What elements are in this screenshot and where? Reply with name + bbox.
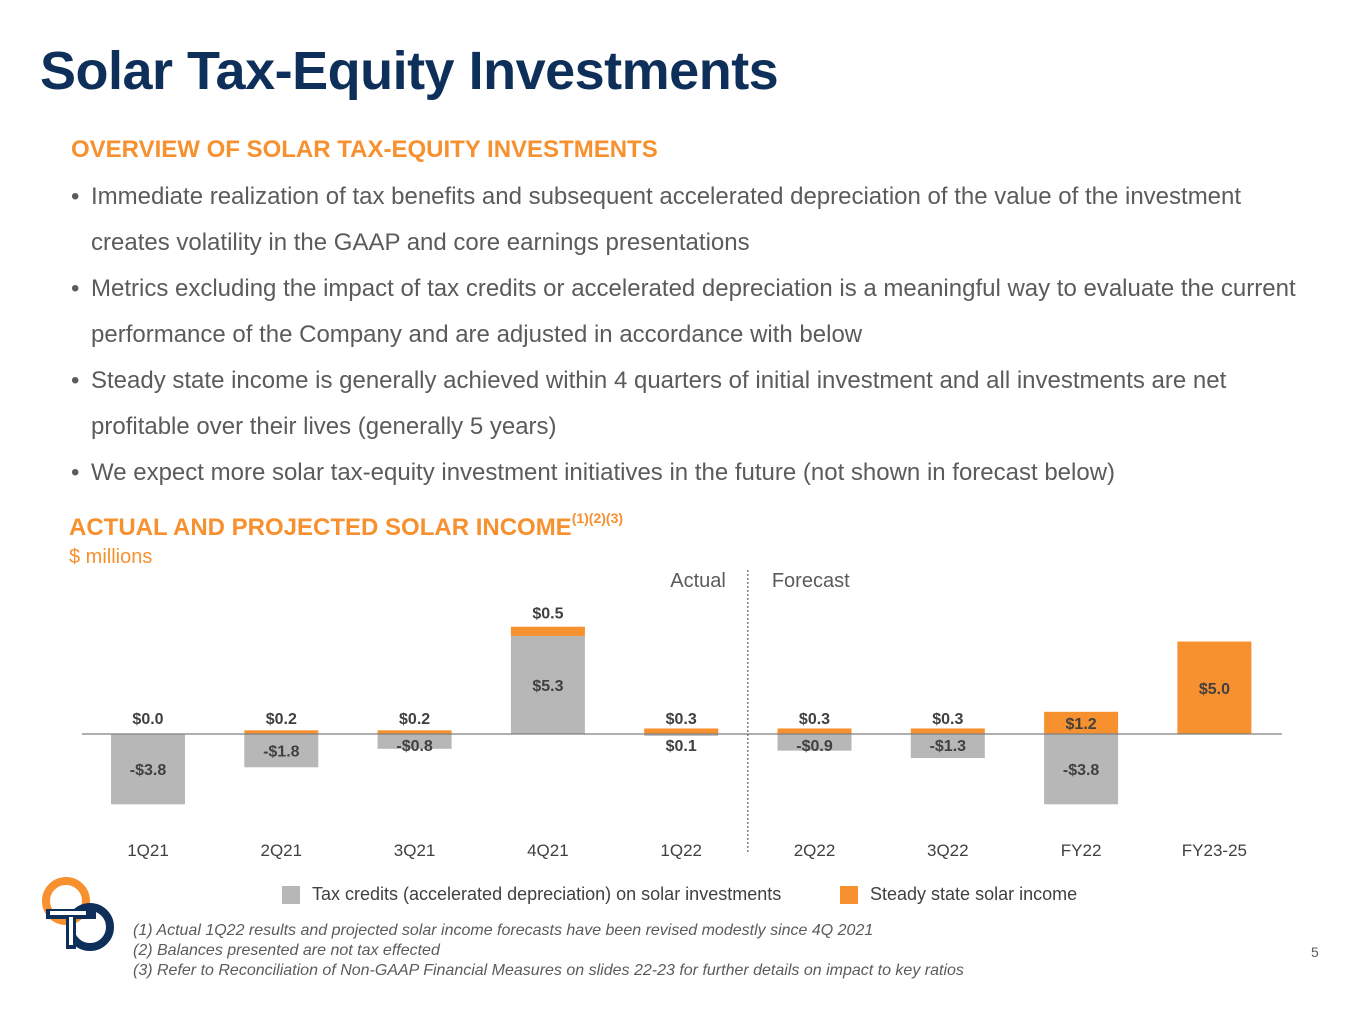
bullet-item: • We expect more solar tax-equity investm… xyxy=(71,450,1301,496)
legend-item-tax-credits: Tax credits (accelerated depreciation) o… xyxy=(282,884,781,905)
data-label-tax-credit: -$0.8 xyxy=(396,738,433,755)
data-label-tax-credit: -$3.8 xyxy=(130,762,167,779)
footnote-2: (2) Balances presented are not tax effec… xyxy=(133,942,440,959)
data-label-tax-credit: -$1.8 xyxy=(263,744,300,761)
data-label-tax-credit: -$1.3 xyxy=(930,738,967,755)
footnote-1: (1) Actual 1Q22 results and projected so… xyxy=(133,922,874,939)
chart-heading: ACTUAL AND PROJECTED SOLAR INCOME(1)(2)(… xyxy=(69,510,623,542)
x-tick-label: 3Q21 xyxy=(394,841,436,860)
bar-steady-state xyxy=(910,728,985,734)
bullet-text: Steady state income is generally achieve… xyxy=(91,367,1227,440)
bar-tax-credit xyxy=(1044,734,1119,805)
bullet-text: We expect more solar tax-equity investme… xyxy=(91,459,1116,486)
bullet-icon: • xyxy=(71,367,80,394)
solar-income-chart: $0.0 -$3.8 1Q21 $0.2 -$1.8 2Q21 $0.2 -$0.8 3Q21 $… xyxy=(82,570,1282,860)
bar-tax-credit xyxy=(644,734,719,736)
data-label-tax-credit: $0.1 xyxy=(666,738,697,755)
bullet-icon: • xyxy=(71,183,80,210)
bar-steady-state xyxy=(377,730,452,734)
bar-steady-state xyxy=(1044,711,1119,734)
chart-heading-text: ACTUAL AND PROJECTED SOLAR INCOME xyxy=(69,514,572,541)
bar-steady-state xyxy=(244,730,319,734)
bullet-icon: • xyxy=(71,459,80,486)
x-tick-label: 1Q22 xyxy=(660,841,702,860)
bar-tax-credit xyxy=(111,734,185,805)
forecast-label: Forecast xyxy=(772,570,850,592)
legend-item-steady-state: Steady state solar income xyxy=(840,884,1077,905)
bullet-item: • Steady state income is generally achiev… xyxy=(71,358,1301,450)
data-label-tax-credit: -$3.8 xyxy=(1063,762,1100,779)
bullet-icon: • xyxy=(71,275,80,302)
bar-tax-credit xyxy=(244,734,319,768)
x-tick-label: 4Q21 xyxy=(527,841,569,860)
page-number: 5 xyxy=(1311,944,1319,960)
data-label-steady-state: $0.3 xyxy=(932,711,963,728)
x-tick-label: FY23-25 xyxy=(1182,841,1247,860)
overview-heading: OVERVIEW OF SOLAR TAX-EQUITY INVESTMENTS xyxy=(71,136,658,163)
x-tick-label: 3Q22 xyxy=(927,841,969,860)
overview-bullets: • Immediate realization of tax benefits a… xyxy=(71,174,1301,496)
bar-steady-state xyxy=(777,728,852,734)
bar-steady-state xyxy=(1177,641,1252,734)
chart-units: $ millions xyxy=(69,546,153,568)
x-tick-label: FY22 xyxy=(1061,841,1102,860)
bullet-item: • Metrics excluding the impact of tax cre… xyxy=(71,266,1301,358)
data-label-steady-state: $0.0 xyxy=(132,711,163,728)
data-label-steady-state: $0.5 xyxy=(532,606,563,623)
chart-heading-footnote-refs: (1)(2)(3) xyxy=(571,510,624,526)
actual-label: Actual xyxy=(670,570,726,592)
bar-tax-credit xyxy=(510,635,585,734)
data-label-steady-state: $0.3 xyxy=(799,711,830,728)
bar-steady-state xyxy=(644,728,719,734)
data-label-steady-state: $0.2 xyxy=(266,711,297,728)
data-label-steady-state: $0.2 xyxy=(399,711,430,728)
bar-steady-state xyxy=(510,626,585,636)
bar-tax-credit xyxy=(777,734,852,751)
x-tick-label: 2Q21 xyxy=(261,841,303,860)
bar-tax-credit xyxy=(377,734,452,749)
x-tick-label: 2Q22 xyxy=(794,841,836,860)
data-label-steady-state: $1.2 xyxy=(1066,716,1097,733)
data-label-steady-state: $5.0 xyxy=(1199,681,1230,698)
bullet-item: • Immediate realization of tax benefits a… xyxy=(71,174,1301,266)
data-label-tax-credit: $5.3 xyxy=(532,678,563,695)
footnotes: (1) Actual 1Q22 results and projected so… xyxy=(133,921,964,981)
legend-swatch-orange xyxy=(840,885,858,904)
legend-swatch-gray xyxy=(282,885,300,904)
bullet-text: Immediate realization of tax benefits an… xyxy=(91,183,1242,256)
x-tick-label: 1Q21 xyxy=(127,841,169,860)
data-label-tax-credit: -$0.9 xyxy=(796,738,833,755)
footnote-3: (3) Refer to Reconciliation of Non-GAAP … xyxy=(133,962,964,979)
page-title: Solar Tax-Equity Investments xyxy=(40,41,779,101)
data-label-steady-state: $0.3 xyxy=(666,711,697,728)
bullet-text: Metrics excluding the impact of tax cred… xyxy=(91,275,1296,348)
company-logo-icon xyxy=(36,873,120,962)
legend-label: Steady state solar income xyxy=(870,884,1078,904)
legend-label: Tax credits (accelerated depreciation) o… xyxy=(312,884,782,904)
bar-tax-credit xyxy=(910,734,985,759)
